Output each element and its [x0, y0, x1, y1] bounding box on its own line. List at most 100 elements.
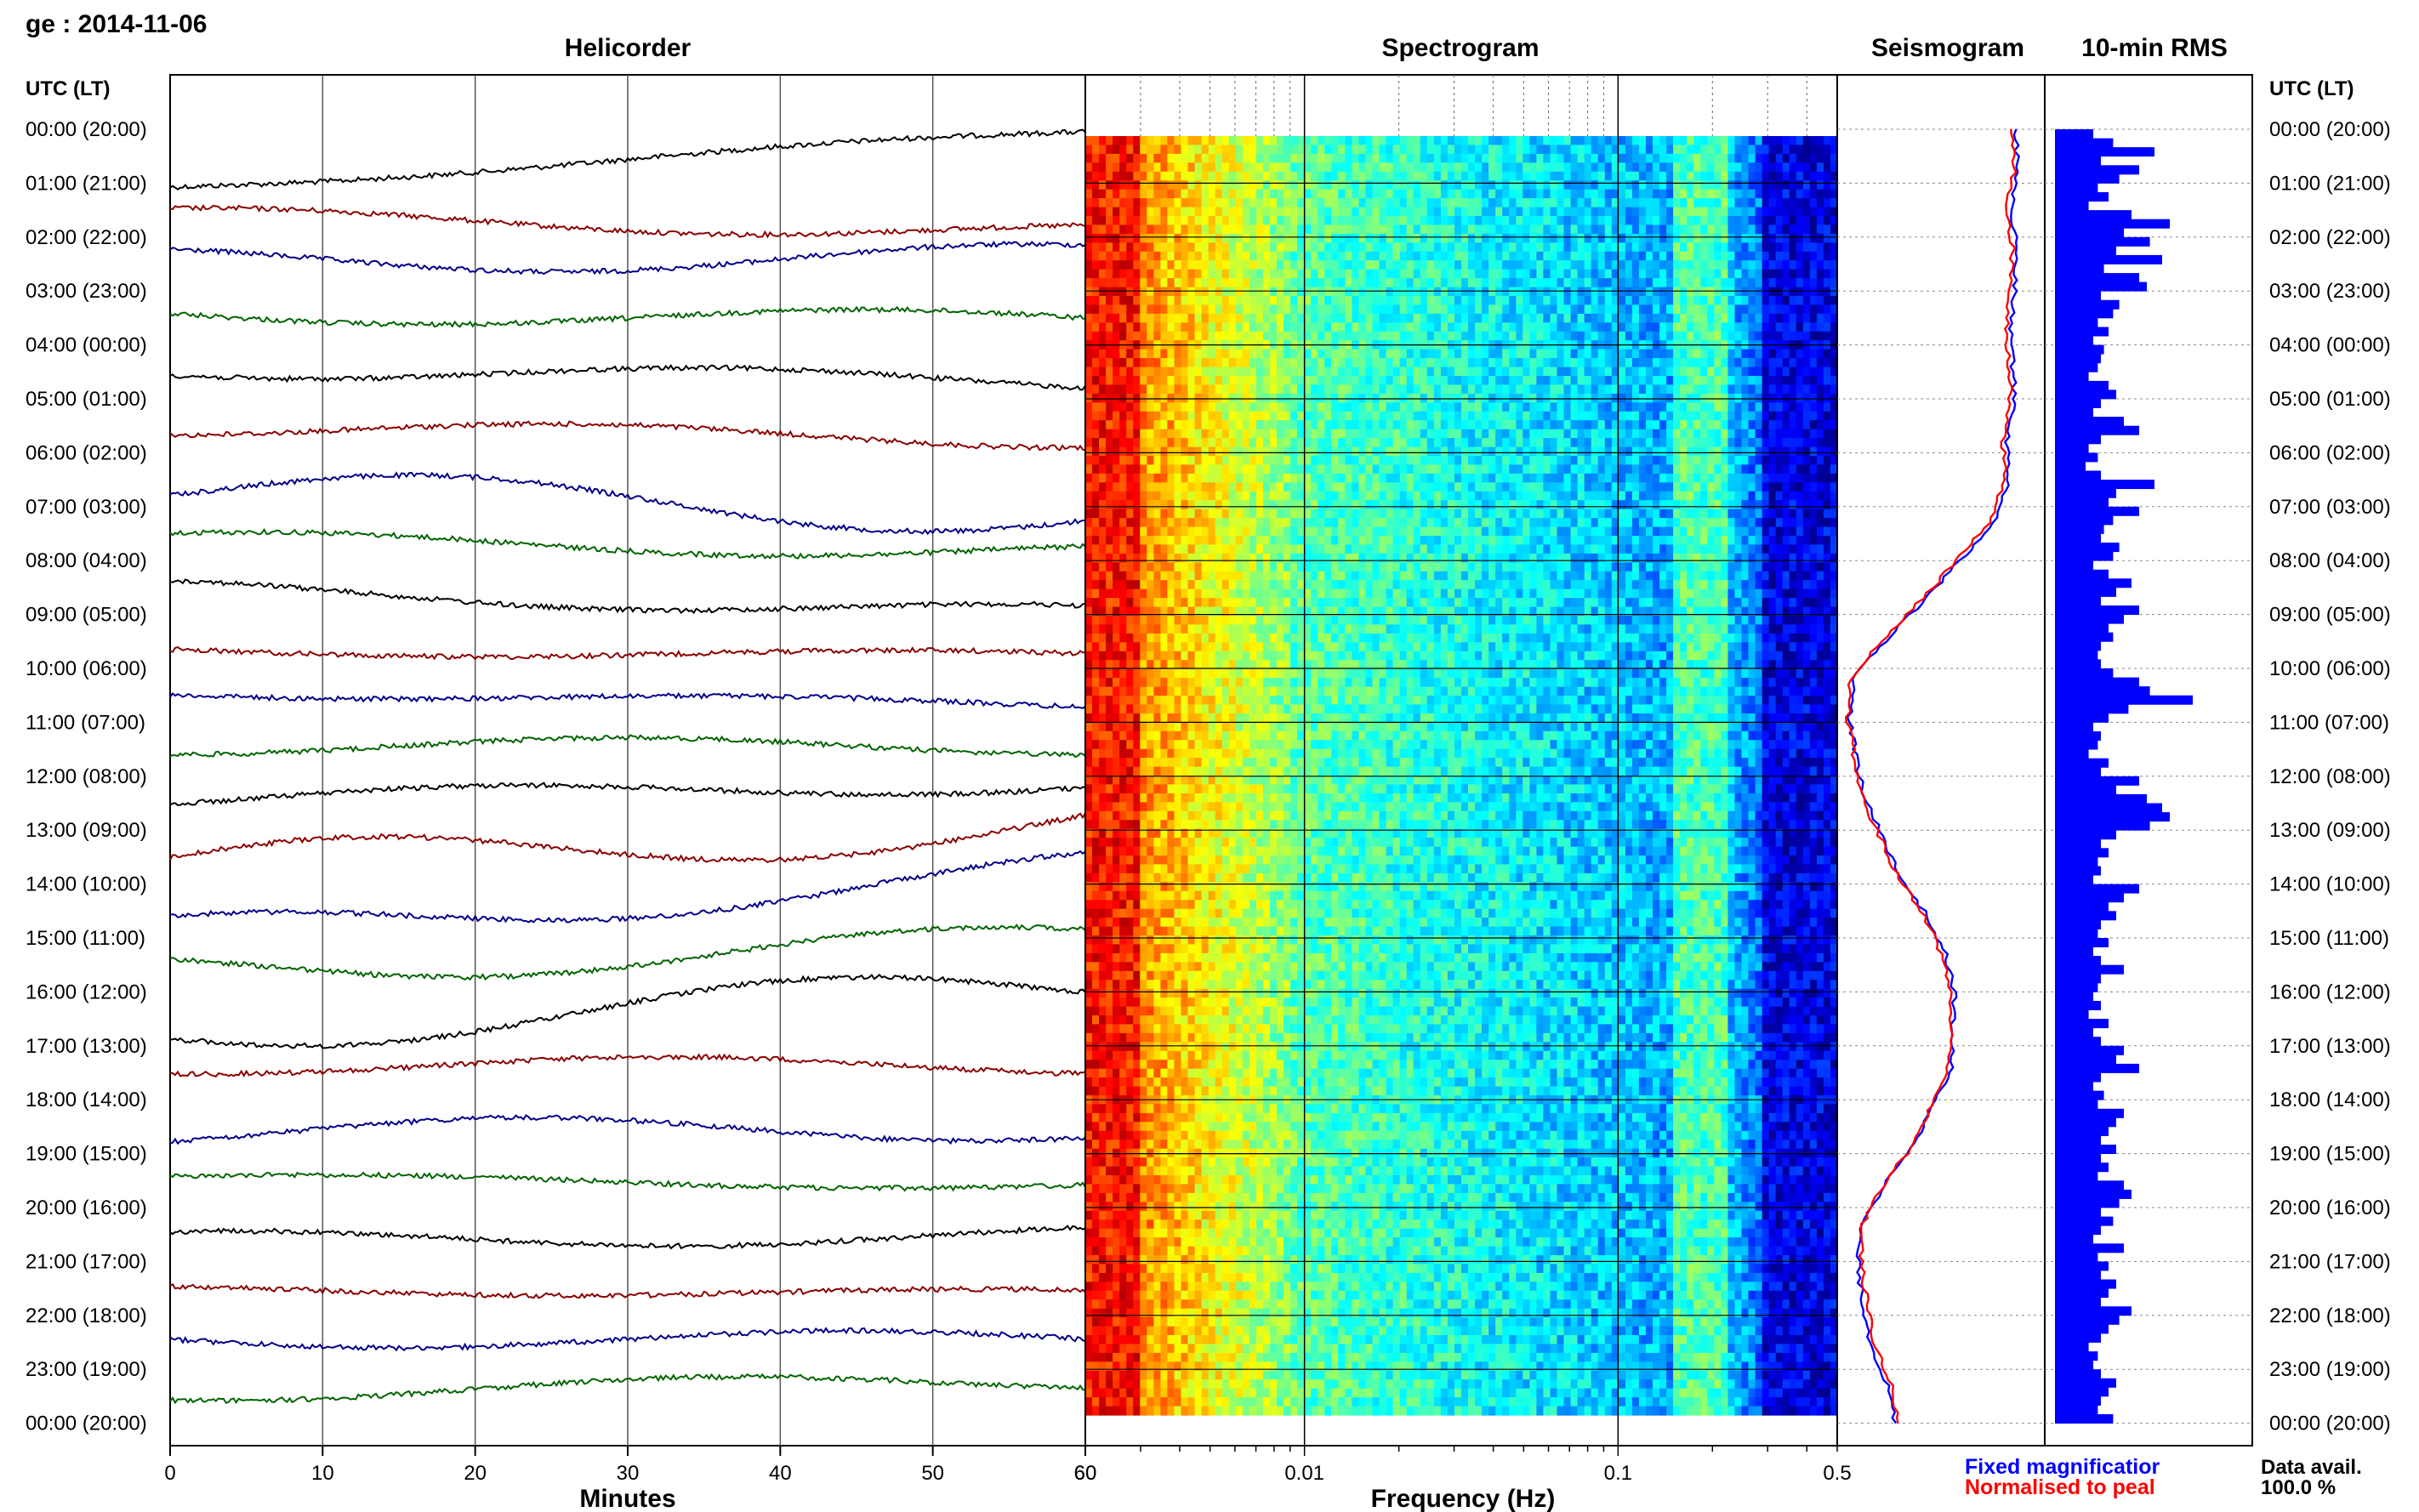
spectrogram-cell [1113, 1069, 1120, 1078]
spectrogram-cell [1140, 1140, 1147, 1149]
spectrogram-cell [1133, 1407, 1141, 1416]
spectrogram-cell [1140, 722, 1147, 731]
spectrogram-cell [1133, 225, 1141, 234]
spectrogram-cell [1160, 1264, 1168, 1273]
spectrogram-cell [1140, 1327, 1147, 1336]
spectrogram-cell [1113, 855, 1120, 865]
spectrogram-cell [1147, 1291, 1154, 1300]
spectrogram-cell [1140, 252, 1147, 261]
spectrogram-cell [1147, 998, 1154, 1007]
spectrogram-cell [1126, 1184, 1134, 1193]
spectrogram-cell [1119, 172, 1127, 181]
spectrogram-cell [1133, 145, 1141, 154]
spectrogram-cell [1113, 1211, 1120, 1220]
spectrogram-cell [1160, 332, 1168, 341]
spectrogram-cell [1092, 518, 1100, 527]
spectrogram-cell [1113, 350, 1120, 359]
spectrogram-cell [1126, 1282, 1134, 1291]
spectrogram-cell [1167, 429, 1175, 439]
spectrogram-cell [1106, 1299, 1113, 1309]
spectrogram-cell [1119, 464, 1127, 474]
spectrogram-cell [1113, 1255, 1120, 1265]
spectrogram-cell [1113, 704, 1120, 713]
spectrogram-cell [1126, 1033, 1134, 1043]
spectrogram-cell [1099, 287, 1107, 297]
spectrogram-cell [1181, 384, 1189, 394]
spectrogram-cell [1126, 758, 1134, 767]
spectrogram-cell [1147, 1335, 1154, 1344]
spectrogram-cell [1181, 642, 1189, 651]
spectrogram-cell [1099, 1335, 1107, 1344]
spectrogram-cell [1167, 1033, 1175, 1043]
spectrogram-cell [1085, 207, 1093, 217]
spectrogram-cell [1140, 287, 1147, 297]
spectrogram-cell [1140, 438, 1147, 447]
spectrogram-cell [1175, 1327, 1182, 1336]
spectrogram-cell [1153, 429, 1161, 439]
spectrogram-cell [1175, 1140, 1182, 1149]
spectrogram-cell [1092, 447, 1100, 457]
spectrogram-cell [1133, 758, 1141, 767]
spectrogram-cell [1133, 332, 1141, 341]
spectrogram-cell [1085, 740, 1093, 749]
spectrogram-cell [1133, 678, 1141, 687]
spectrogram-cell [1119, 376, 1127, 385]
spectrogram-cell [1175, 642, 1182, 651]
spectrogram-cell [1126, 509, 1134, 519]
spectrogram-cell [1160, 1255, 1168, 1265]
spectrogram-cell [1153, 304, 1161, 314]
spectrogram-cell [1175, 270, 1182, 279]
spectrogram-cell [1099, 1407, 1107, 1416]
spectrogram-cell [1106, 864, 1113, 873]
spectrogram-cell [1106, 731, 1113, 741]
spectrogram-cell [1167, 518, 1175, 527]
spectrogram-cell [1140, 971, 1147, 981]
spectrogram-cell [1147, 544, 1154, 554]
spectrogram-cell [1092, 1397, 1100, 1407]
spectrogram-cell [1092, 500, 1100, 509]
spectrogram-cell [1153, 242, 1161, 252]
spectrogram-cell [1133, 350, 1141, 359]
spectrogram-cell [1106, 1051, 1113, 1060]
spectrogram-cell [1140, 998, 1147, 1007]
spectrogram-cell [1160, 1087, 1168, 1096]
spectrogram-cell [1119, 509, 1127, 519]
spectrogram-cell [1140, 1087, 1147, 1096]
spectrogram-cell [1106, 1389, 1113, 1398]
time-tick-left-6: 06:00 (02:00) [26, 441, 147, 464]
spectrogram-cell [1147, 1060, 1154, 1069]
spectrogram-cell [1167, 1024, 1175, 1033]
spectrogram-cell [1099, 1184, 1107, 1193]
spectrogram-cell [1133, 162, 1141, 172]
spectrogram-cell [1175, 198, 1182, 207]
spectrogram-cell [1092, 225, 1100, 234]
spectrogram-cell [1085, 669, 1093, 679]
spectrogram-cell [1133, 838, 1141, 847]
spectrogram-cell [1092, 1051, 1100, 1060]
spectrogram-cell [1099, 198, 1107, 207]
spectrogram-cell [1119, 758, 1127, 767]
spectrogram-cell [1113, 944, 1120, 953]
spectrogram-cell [1092, 314, 1100, 323]
spectrogram-cell [1133, 1282, 1141, 1291]
spectrogram-cell [1126, 722, 1134, 731]
spectrogram-cell [1133, 634, 1141, 643]
spectrogram-cell [1133, 1264, 1141, 1273]
spectrogram-cell [1126, 1273, 1134, 1282]
spectrogram-cell [1167, 1237, 1175, 1247]
spectrogram-cell [1099, 784, 1107, 793]
spectrogram-cell [1126, 1087, 1134, 1096]
spectrogram-cell [1160, 1344, 1168, 1353]
spectrogram-cell [1140, 944, 1147, 953]
spectrogram-cell [1167, 1247, 1175, 1256]
spectrogram-cell [1106, 180, 1113, 190]
spectrogram-cell [1126, 678, 1134, 687]
spectrogram-cell [1140, 882, 1147, 891]
spectrogram-cell [1147, 1282, 1154, 1291]
spectrogram-cell [1113, 1219, 1120, 1229]
spectrogram-cell [1175, 927, 1182, 936]
spectrogram-cell [1167, 1264, 1175, 1273]
time-tick-right-11: 11:00 (07:00) [2269, 711, 2389, 734]
spectrogram-cell [1085, 1344, 1093, 1353]
spectrogram-cell [1099, 1077, 1107, 1087]
